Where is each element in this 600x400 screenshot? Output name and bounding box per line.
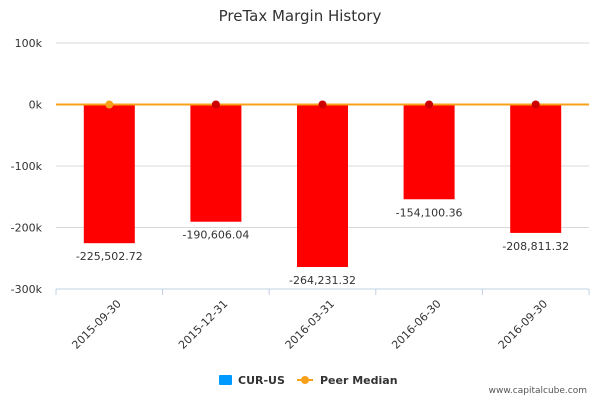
peer-median-point: [105, 100, 114, 109]
bar-2016-09-30: [510, 104, 562, 233]
bar-2016-06-30: [403, 104, 455, 200]
peer-median-point: [425, 100, 434, 109]
legend-swatch-peer-median-marker: [301, 376, 309, 384]
data-label: -190,606.04: [182, 229, 249, 242]
x-tick-label: 2015-12-31: [176, 297, 230, 351]
data-labels: -225,502.72 -190,606.04 -264,231.32 -154,10…: [76, 206, 569, 287]
peer-median-point: [211, 100, 220, 109]
peer-median-point: [531, 100, 540, 109]
data-label: -264,231.32: [289, 274, 356, 287]
x-axis: 2015-09-30 2015-12-31 2016-03-31 2016-06-30…: [55, 288, 590, 352]
peer-median-point: [318, 100, 327, 109]
legend: CUR-US Peer Median: [219, 374, 398, 387]
data-label: -208,811.32: [502, 240, 569, 253]
legend-item-peer-median[interactable]: Peer Median: [297, 374, 398, 387]
y-tick-label: 0k: [29, 99, 43, 112]
bar-series: [83, 104, 562, 268]
peer-median-series: [56, 100, 589, 109]
bar-2016-03-31: [297, 104, 348, 268]
x-tick-label: 2016-03-31: [283, 297, 337, 351]
watermark: www.capitalcube.com: [489, 386, 587, 396]
chart-title: PreTax Margin History: [219, 7, 382, 25]
y-tick-label: -100k: [11, 160, 43, 173]
legend-label-peer-median: Peer Median: [320, 374, 398, 387]
data-label: -154,100.36: [396, 206, 463, 219]
legend-swatch-cur-us: [219, 375, 232, 385]
data-label: -225,502.72: [76, 250, 143, 263]
bar-2015-09-30: [83, 104, 135, 244]
bar-2015-12-31: [190, 104, 242, 222]
legend-item-cur-us[interactable]: CUR-US: [219, 374, 285, 387]
y-axis: 100k 0k -100k -200k -300k: [11, 37, 43, 296]
y-tick-label: 100k: [15, 37, 43, 50]
y-tick-label: -200k: [11, 222, 43, 235]
x-tick-label: 2016-06-30: [389, 297, 443, 351]
legend-label-cur-us: CUR-US: [238, 374, 285, 387]
x-tick-label: 2016-09-30: [496, 297, 550, 351]
y-tick-label: -300k: [11, 283, 43, 296]
x-tick-label: 2015-09-30: [69, 297, 123, 351]
